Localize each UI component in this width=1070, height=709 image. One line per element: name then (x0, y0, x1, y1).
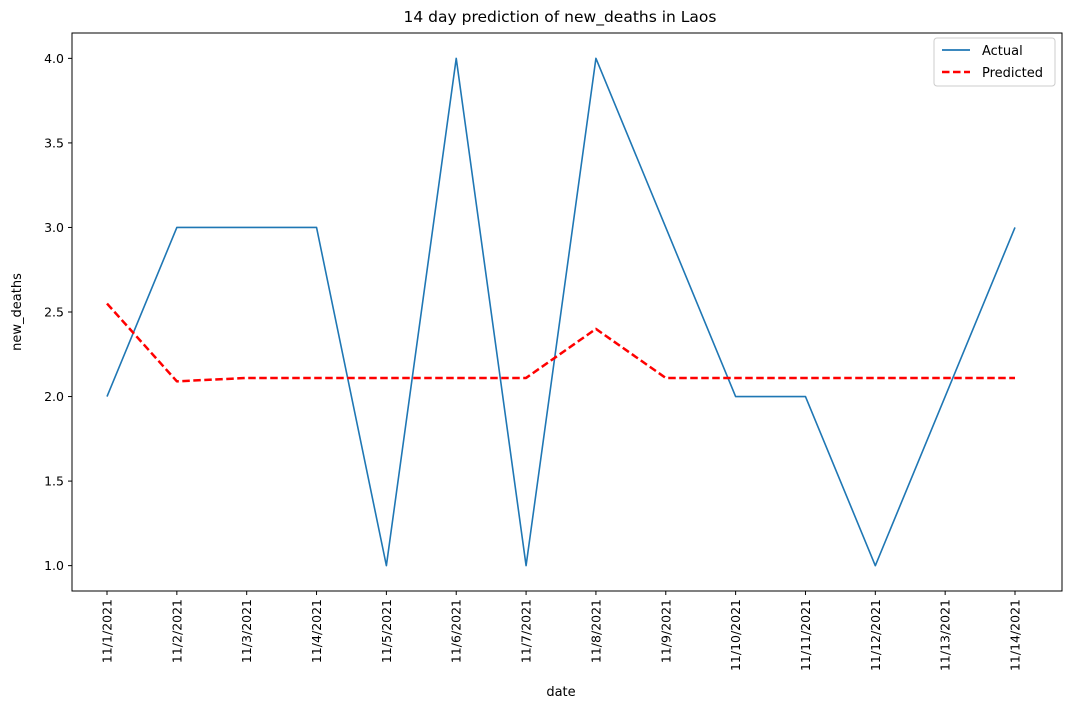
x-tick-label: 11/12/2021 (868, 599, 883, 671)
y-tick-label: 1.5 (44, 474, 64, 489)
x-tick-label: 11/9/2021 (658, 599, 673, 663)
x-tick-label: 11/3/2021 (239, 599, 254, 663)
y-axis-title: new_deaths (10, 273, 25, 351)
y-tick-label: 3.5 (44, 135, 64, 150)
x-tick-label: 11/7/2021 (519, 599, 534, 663)
series-layer (106, 57, 1016, 567)
series-line-actual (106, 57, 1016, 567)
x-tick-label: 11/8/2021 (588, 599, 603, 663)
x-tick-label: 11/14/2021 (1008, 599, 1023, 671)
x-tick-label: 11/13/2021 (938, 599, 953, 671)
legend-label-predicted: Predicted (982, 66, 1043, 81)
x-tick-label: 11/2/2021 (169, 599, 184, 663)
y-tick-label: 2.0 (44, 389, 64, 404)
y-tick-label: 1.0 (44, 558, 64, 573)
y-tick-label: 3.0 (44, 220, 64, 235)
legend: Actual Predicted (933, 37, 1056, 87)
x-tick-label: 11/1/2021 (100, 599, 115, 663)
x-axis: 11/1/2021 11/2/2021 11/3/2021 11/4/2021 11/5… (100, 591, 1023, 671)
legend-label-actual: Actual (982, 44, 1023, 59)
x-tick-label: 11/5/2021 (379, 599, 394, 663)
x-tick-label: 11/11/2021 (798, 599, 813, 671)
x-tick-label: 11/4/2021 (309, 599, 324, 663)
plot-area (71, 32, 1063, 592)
y-axis: 1.0 1.5 2.0 2.5 3.0 3.5 4.0 (44, 51, 72, 573)
x-tick-label: 11/6/2021 (449, 599, 464, 663)
x-axis-title: date (546, 685, 575, 700)
series-line-predicted (106, 302, 1015, 383)
y-tick-label: 2.5 (44, 305, 64, 320)
y-tick-label: 4.0 (44, 51, 64, 66)
x-tick-label: 11/10/2021 (728, 599, 743, 671)
chart-title: 14 day prediction of new_deaths in Laos (404, 8, 717, 27)
